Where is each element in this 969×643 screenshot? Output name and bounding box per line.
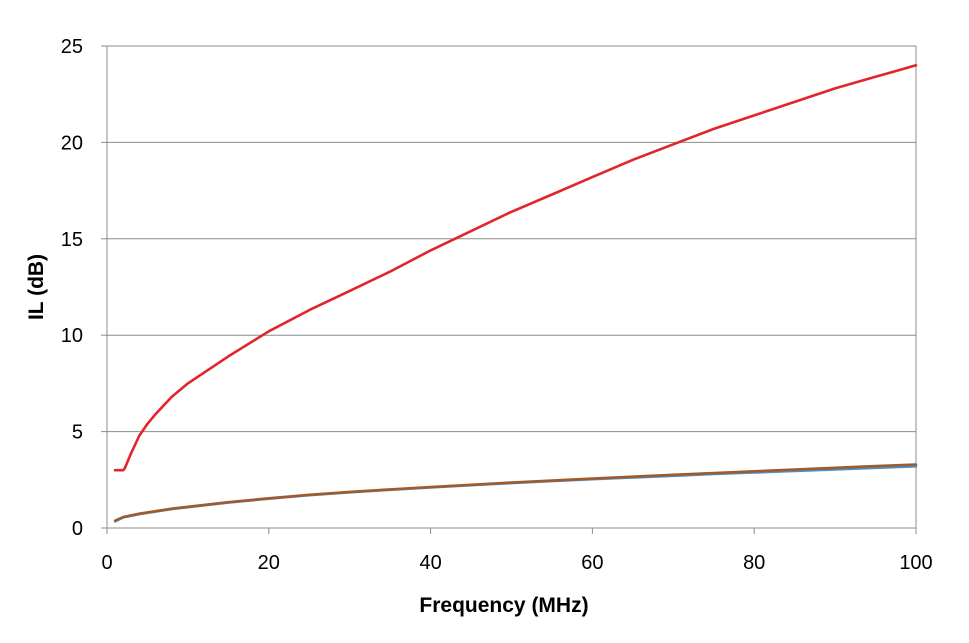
y-tick-label: 15 <box>61 229 83 251</box>
x-tick-label: 20 <box>258 552 280 574</box>
y-tick-label: 5 <box>72 422 83 444</box>
x-tick-label: 60 <box>581 552 603 574</box>
series-line-1 <box>113 64 918 472</box>
gridlines <box>107 45 916 433</box>
x-tick-label: 80 <box>743 552 765 574</box>
y-axis-title: IL (dB) <box>25 254 48 320</box>
y-tick-label: 25 <box>61 36 83 58</box>
tick-labels: 0 5 10 15 20 25 0 20 40 60 80 100 <box>61 36 933 574</box>
series-line-3 <box>113 463 918 522</box>
x-tick-label: 100 <box>899 552 932 574</box>
axes <box>101 45 917 534</box>
x-tick-label: 0 <box>101 552 112 574</box>
series-line-2 <box>113 465 918 523</box>
series-lines <box>113 64 918 523</box>
x-axis-title: Frequency (MHz) <box>419 594 588 617</box>
y-tick-label: 20 <box>61 132 83 154</box>
y-tick-label: 10 <box>61 325 83 347</box>
x-tick-label: 40 <box>419 552 441 574</box>
y-tick-label: 0 <box>72 518 83 540</box>
